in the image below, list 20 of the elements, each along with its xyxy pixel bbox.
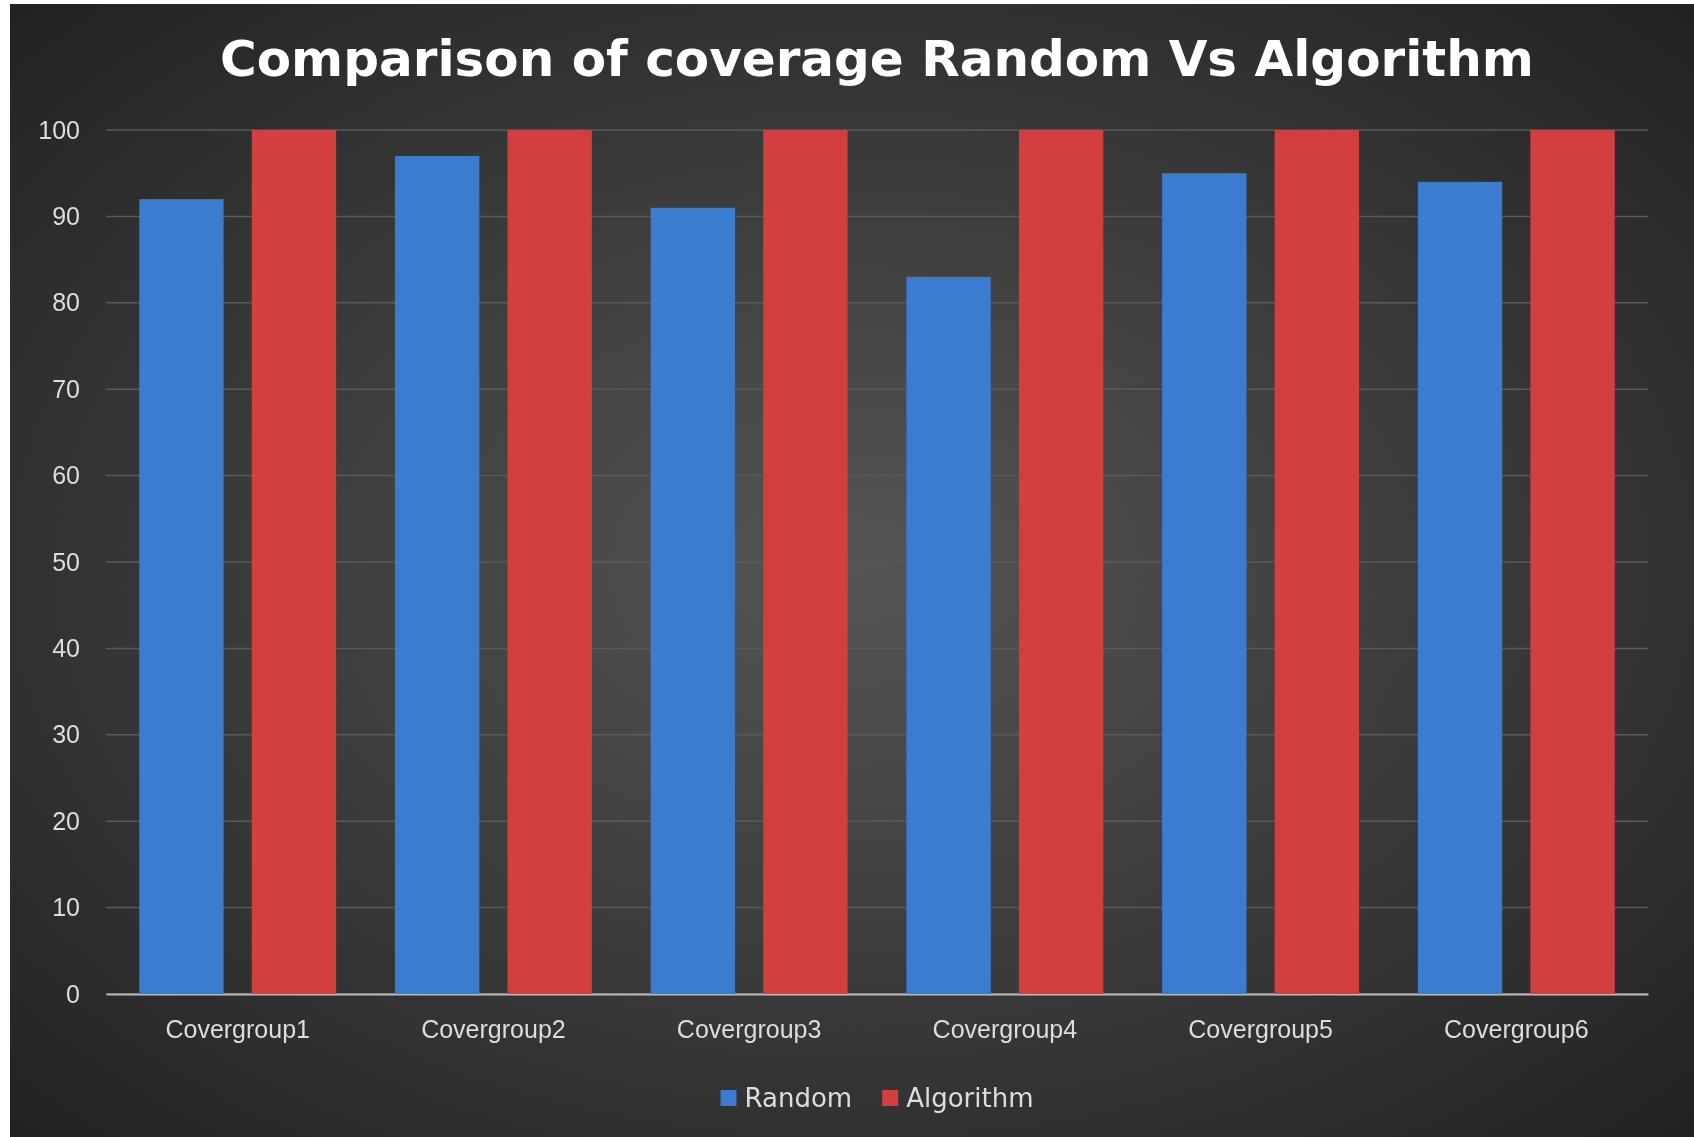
y-tick-label: 0 [66, 979, 80, 1008]
y-tick-label: 30 [52, 720, 80, 749]
x-tick-label: Covergroup4 [932, 1014, 1078, 1043]
y-tick-label: 10 [52, 893, 80, 922]
y-tick-label: 80 [52, 288, 80, 317]
y-tick-label: 60 [52, 461, 80, 490]
chart-title: Comparison of coverage Random Vs Algorithm [220, 30, 1534, 88]
legend-label: Algorithm [906, 1083, 1034, 1113]
y-tick-label: 90 [52, 201, 80, 230]
x-tick-label: Covergroup6 [1444, 1014, 1589, 1043]
x-tick-label: Covergroup3 [676, 1014, 822, 1043]
y-tick-label: 100 [38, 115, 80, 144]
x-tick-label: Covergroup5 [1188, 1014, 1333, 1043]
x-tick-label: Covergroup2 [421, 1014, 566, 1043]
x-tick-label: Covergroup1 [165, 1014, 310, 1043]
legend-label: Random [744, 1083, 853, 1113]
y-tick-label: 40 [52, 633, 80, 662]
y-tick-label: 70 [52, 374, 80, 403]
y-tick-label: 20 [52, 806, 80, 835]
y-tick-label: 50 [52, 547, 80, 576]
